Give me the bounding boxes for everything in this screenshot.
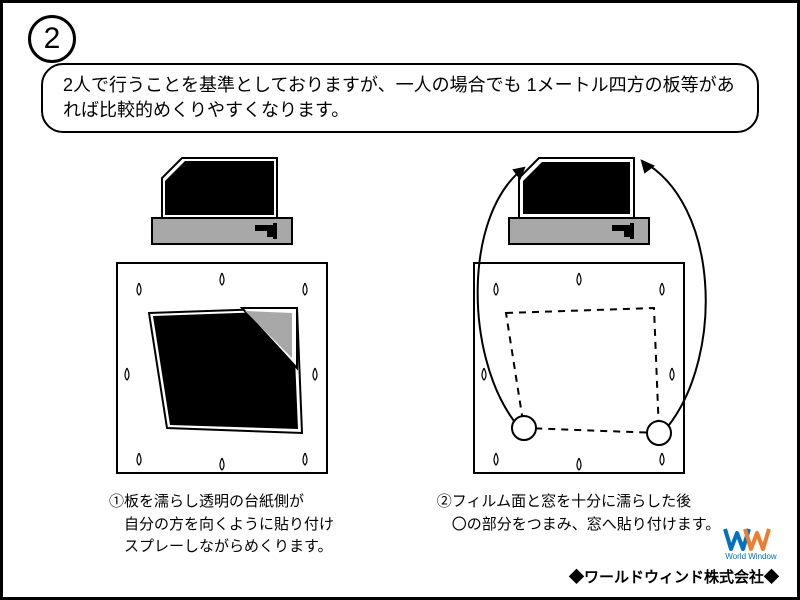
caption-left: ①板を濡らし透明の台紙側が 自分の方を向くように貼り付け スプレーしながらめくり… <box>109 491 334 559</box>
tip-box: 2人で行うことを基準としておりますが、一人の場合でも 1メートル四方の板等があれ… <box>41 63 759 133</box>
logo-text: World Window <box>725 552 777 561</box>
grip-circle-icon <box>512 416 536 440</box>
panels-container: ①板を濡らし透明の台紙側が 自分の方を向くように貼り付け スプレーしながらめくり… <box>3 153 797 559</box>
diagram-right <box>424 153 734 483</box>
sprayer-icon <box>152 158 292 244</box>
step-number-badge: 2 <box>28 15 76 63</box>
panel-right: ②フィルム面と窓を十分に濡らした後 〇の部分をつまみ、窓へ貼り付けます。 <box>424 153 734 559</box>
logo-icon: World Window <box>723 527 779 566</box>
panel-left: ①板を濡らし透明の台紙側が 自分の方を向くように貼り付け スプレーしながらめくり… <box>67 153 377 559</box>
sprayer-with-film-icon <box>509 158 649 244</box>
company-name: ◆ワールドウィンド株式会社◆ <box>569 566 779 587</box>
footer: World Window ◆ワールドウィンド株式会社◆ <box>569 527 779 587</box>
film-peel-icon <box>149 308 302 433</box>
grip-circle-icon <box>647 421 671 445</box>
diagram-left <box>67 153 377 483</box>
